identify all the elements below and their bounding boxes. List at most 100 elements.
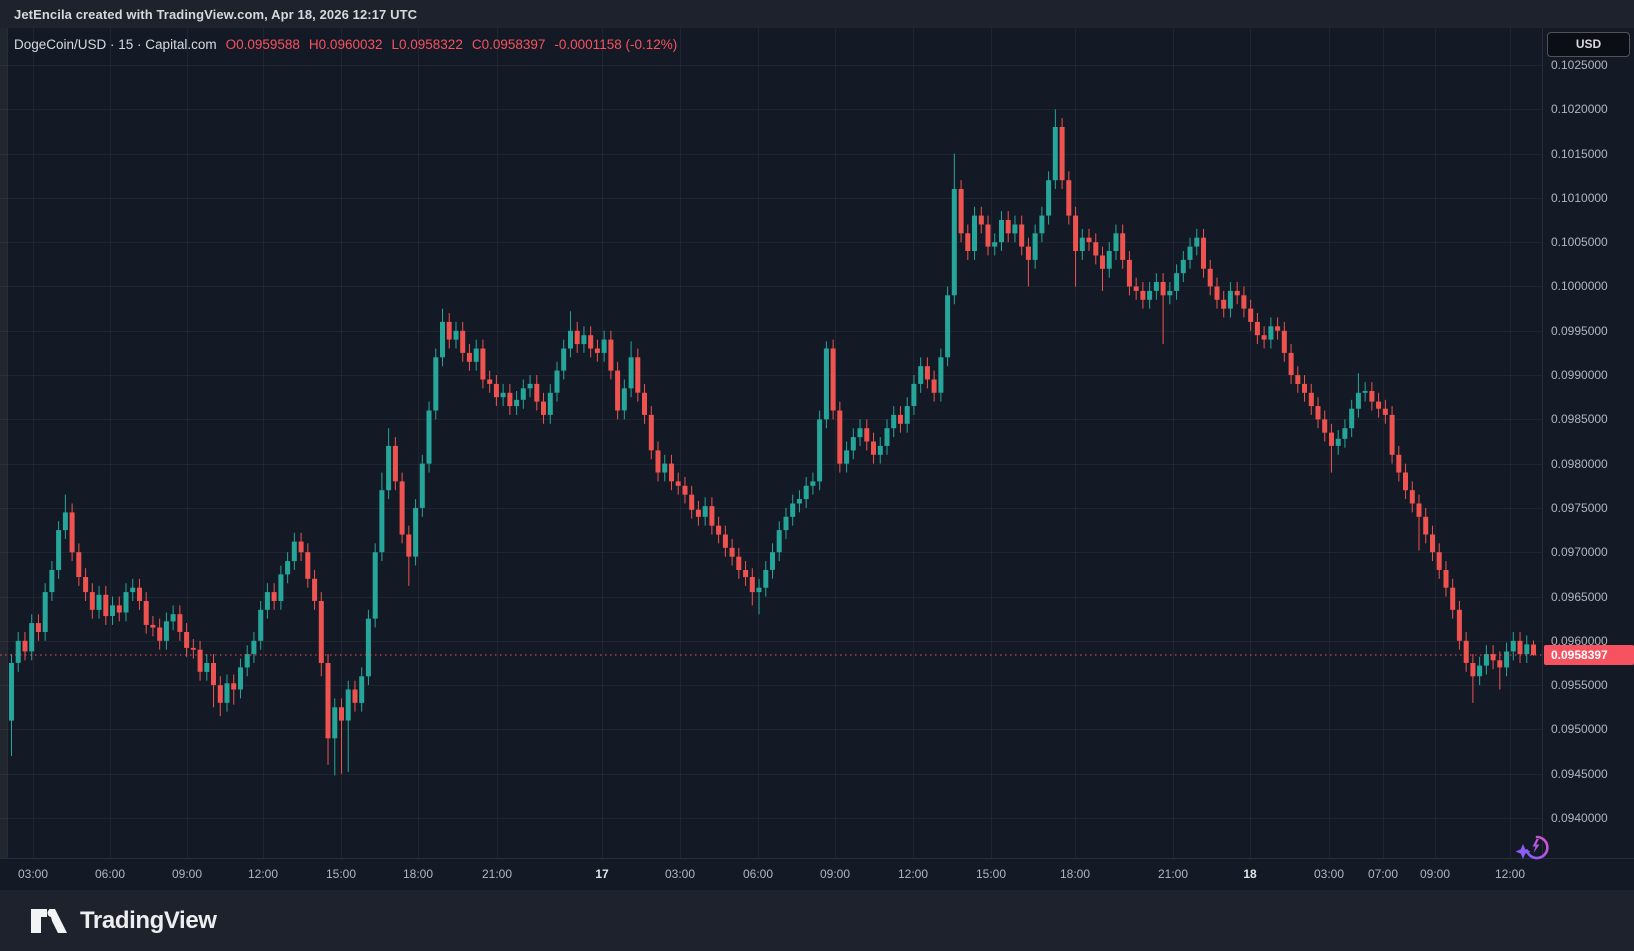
- candle-up: [332, 707, 338, 739]
- candle-up: [770, 552, 775, 570]
- price-tick-label: 0.0970000: [1551, 545, 1608, 560]
- candle-down: [493, 383, 499, 398]
- candle-up: [581, 335, 587, 345]
- candle-down: [137, 587, 142, 601]
- candle-down: [22, 640, 28, 652]
- candle-up: [621, 388, 627, 411]
- candle-up: [561, 348, 567, 371]
- candle-down: [1382, 408, 1388, 415]
- candle-down: [1423, 516, 1429, 535]
- time-tick-label: 07:00: [1367, 867, 1399, 881]
- symbol-title[interactable]: DogeCoin/USD · 15 · Capital.com: [14, 36, 217, 52]
- candle-down: [958, 189, 964, 234]
- candle-down: [217, 685, 223, 703]
- candle-down: [743, 570, 749, 578]
- candle-down: [1275, 326, 1281, 331]
- candle-down: [466, 352, 472, 362]
- price-axis[interactable]: USD 0.0958397 0.1025000 0.1020000 0.101500…: [1542, 28, 1634, 858]
- time-tick-label: 03:00: [664, 867, 696, 881]
- candle-down: [312, 578, 318, 601]
- candle-up: [1355, 392, 1361, 409]
- candle-up: [763, 570, 769, 588]
- candlestick-chart[interactable]: [0, 28, 1542, 858]
- candle-down: [406, 534, 412, 557]
- price-tick-label: 0.1000000: [1551, 279, 1608, 294]
- price-tick-label: 0.0975000: [1551, 500, 1608, 515]
- candle-up: [884, 428, 890, 446]
- price-tick-label: 0.1015000: [1551, 146, 1608, 161]
- last-price-badge: 0.0958397: [1544, 645, 1634, 666]
- candle-down: [1302, 383, 1307, 393]
- candle-down: [1376, 401, 1382, 409]
- time-tick-label: 06:00: [742, 867, 774, 881]
- candle-up: [345, 689, 351, 721]
- candle-down: [177, 614, 183, 632]
- candle-down: [1329, 432, 1334, 446]
- candle-up: [1362, 391, 1368, 393]
- candle-up: [1106, 251, 1112, 269]
- candle-up: [426, 410, 432, 464]
- candle-up: [163, 621, 169, 641]
- candle-down: [1248, 308, 1254, 322]
- candle-up: [527, 383, 533, 389]
- candle-up: [29, 623, 35, 652]
- candle-down: [1470, 663, 1476, 677]
- candle-up: [790, 503, 796, 517]
- candle-up: [42, 592, 48, 632]
- candle-up: [15, 640, 21, 663]
- candle-up: [999, 220, 1004, 243]
- candle-up: [1483, 654, 1489, 666]
- tradingview-wordmark[interactable]: TradingView: [80, 906, 217, 934]
- candle-up: [810, 481, 816, 486]
- candle-up: [365, 618, 371, 677]
- candle-down: [648, 414, 654, 451]
- candle-down: [1086, 237, 1092, 243]
- candle-down: [197, 649, 203, 672]
- candle-up: [823, 348, 829, 420]
- time-tick-label: 12:00: [897, 867, 929, 881]
- candle-up: [96, 594, 102, 610]
- candle-up: [9, 663, 14, 721]
- candle-up: [1268, 326, 1274, 340]
- spark-lightning-icon[interactable]: [1512, 830, 1552, 869]
- time-tick-label: 09:00: [819, 867, 851, 881]
- candle-down: [830, 348, 836, 411]
- candle-up: [601, 339, 607, 353]
- candle-down: [1261, 335, 1267, 340]
- candle-down: [1463, 640, 1469, 663]
- attribution-text: JetEncila created with TradingView.com, …: [14, 6, 418, 22]
- candle-down: [1456, 609, 1462, 641]
- candle-up: [803, 485, 809, 500]
- candle-up: [123, 592, 129, 613]
- candle-up: [783, 516, 789, 531]
- time-axis[interactable]: 03:00 06:00 09:00 12:00 15:00 18:00 21:00 17 03:…: [0, 858, 1634, 890]
- candle-down: [978, 215, 984, 225]
- candle-down: [271, 592, 277, 601]
- candle-down: [157, 627, 163, 641]
- candle-up: [702, 506, 708, 517]
- candle-up: [844, 450, 850, 464]
- candle-up: [662, 463, 668, 473]
- candle-down: [460, 330, 466, 353]
- tradingview-logo-mark[interactable]: [30, 906, 68, 936]
- candle-up: [291, 541, 297, 562]
- candle-down: [1308, 392, 1314, 407]
- candle-down: [871, 441, 876, 455]
- candle-down: [392, 445, 398, 482]
- candle-down: [69, 512, 75, 553]
- candle-down: [116, 605, 122, 613]
- candle-down: [1403, 472, 1408, 491]
- time-tick-label: 15:00: [975, 867, 1007, 881]
- candle-down: [83, 577, 89, 593]
- price-tick-label: 0.0960000: [1551, 633, 1608, 648]
- time-tick-label: 12:00: [247, 867, 279, 881]
- currency-usd-button[interactable]: USD: [1547, 32, 1630, 57]
- time-tick-label: 09:00: [171, 867, 203, 881]
- time-tick-label: 03:00: [1313, 867, 1345, 881]
- candle-up: [850, 437, 856, 451]
- price-tick-label: 0.0940000: [1551, 811, 1608, 825]
- price-tick-label: 0.0950000: [1551, 722, 1608, 737]
- candle-up: [992, 242, 998, 247]
- candle-down: [1315, 406, 1321, 420]
